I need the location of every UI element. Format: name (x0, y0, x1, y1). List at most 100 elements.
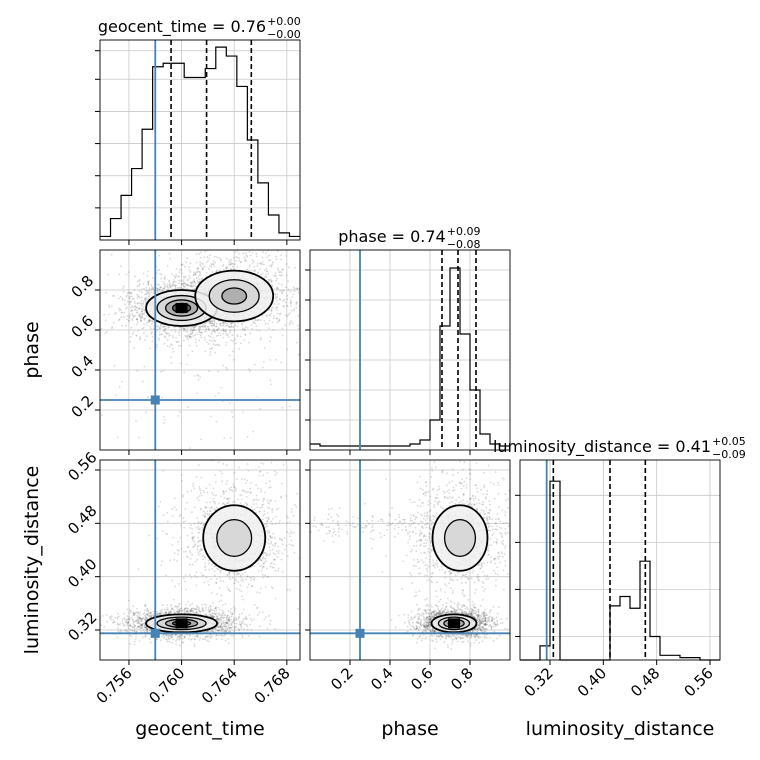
scatter-point (252, 322, 255, 324)
scatter-point (219, 323, 222, 326)
scatter-point (158, 327, 161, 330)
scatter-point (195, 475, 198, 478)
scatter-point (196, 374, 199, 376)
scatter-point (219, 617, 221, 620)
scatter-point (175, 605, 177, 608)
scatter-point (169, 634, 172, 637)
scatter-point (164, 418, 166, 421)
scatter-point (166, 265, 169, 267)
scatter-point (197, 374, 200, 377)
scatter-point (247, 269, 249, 271)
scatter-point (206, 510, 209, 513)
scatter-point (139, 626, 142, 629)
scatter-point (266, 512, 269, 514)
scatter-point (223, 329, 225, 332)
scatter-point (174, 276, 177, 279)
scatter-point (229, 323, 232, 325)
scatter-point (244, 258, 247, 261)
scatter-point (134, 275, 136, 278)
scatter-point (289, 246, 291, 248)
scatter-point (183, 281, 186, 284)
scatter-point (139, 338, 141, 341)
scatter-point (195, 247, 197, 249)
scatter-point (160, 333, 163, 336)
scatter-point (143, 309, 146, 312)
scatter-point (128, 317, 131, 319)
scatter-point (229, 402, 231, 405)
scatter-point (281, 327, 284, 330)
scatter-point (217, 568, 220, 571)
scatter-point (236, 257, 239, 259)
scatter-point (127, 319, 130, 322)
scatter-point (179, 411, 182, 413)
scatter-point (269, 553, 272, 555)
scatter-point (270, 461, 273, 464)
scatter-point (179, 513, 182, 516)
scatter-point (238, 588, 241, 591)
scatter-point (241, 498, 243, 501)
scatter-point (251, 262, 254, 265)
scatter-point (183, 327, 185, 330)
scatter-point (270, 265, 273, 268)
scatter-point (199, 263, 202, 266)
scatter-point (127, 617, 130, 619)
scatter-point (285, 255, 287, 257)
scatter-point (198, 608, 201, 611)
scatter-point (304, 290, 306, 292)
scatter-point (195, 325, 198, 327)
scatter-point (183, 328, 186, 330)
scatter-point (286, 294, 289, 297)
scatter-point (173, 610, 176, 612)
scatter-point (164, 275, 167, 278)
scatter-point (115, 312, 117, 314)
scatter-point (171, 283, 174, 286)
scatter-point (252, 430, 255, 433)
scatter-point (185, 284, 188, 286)
scatter-point (224, 503, 227, 506)
scatter-point (168, 612, 170, 615)
scatter-point (275, 275, 277, 278)
scatter-point (179, 286, 182, 289)
scatter-point (293, 290, 296, 293)
scatter-point (196, 392, 199, 395)
scatter-point (159, 286, 162, 289)
scatter-point (155, 343, 158, 346)
scatter-point (157, 337, 160, 339)
scatter-point (159, 609, 162, 612)
scatter-point (278, 319, 281, 322)
scatter-point (230, 325, 233, 327)
scatter-point (106, 331, 108, 333)
scatter-point (164, 331, 167, 333)
scatter-point (223, 437, 226, 439)
scatter-point (130, 309, 133, 312)
scatter-point (280, 361, 282, 364)
title-lower-error: −0.09 (712, 448, 746, 461)
scatter-point (129, 628, 132, 631)
scatter-point (207, 559, 210, 562)
scatter-point (247, 469, 250, 472)
scatter-point (199, 522, 202, 525)
scatter-point (281, 407, 284, 409)
scatter-point (253, 270, 255, 272)
scatter-point (232, 486, 235, 488)
scatter-point (276, 293, 279, 296)
scatter-point (277, 569, 280, 572)
scatter-point (197, 551, 200, 554)
scatter-point (215, 242, 217, 244)
scatter-point (178, 326, 181, 329)
scatter-point (263, 510, 266, 513)
scatter-point (204, 250, 206, 253)
scatter-point (134, 305, 137, 308)
scatter-point (174, 611, 177, 614)
scatter-point (213, 325, 216, 327)
scatter-point (256, 494, 258, 497)
scatter-point (136, 614, 139, 617)
scatter-point (196, 280, 199, 282)
scatter-point (227, 325, 230, 328)
scatter-point (222, 493, 224, 496)
scatter-point (198, 253, 201, 255)
scatter-point (129, 292, 132, 295)
scatter-point (209, 320, 211, 323)
scatter-point (266, 256, 268, 259)
scatter-point (226, 368, 229, 371)
